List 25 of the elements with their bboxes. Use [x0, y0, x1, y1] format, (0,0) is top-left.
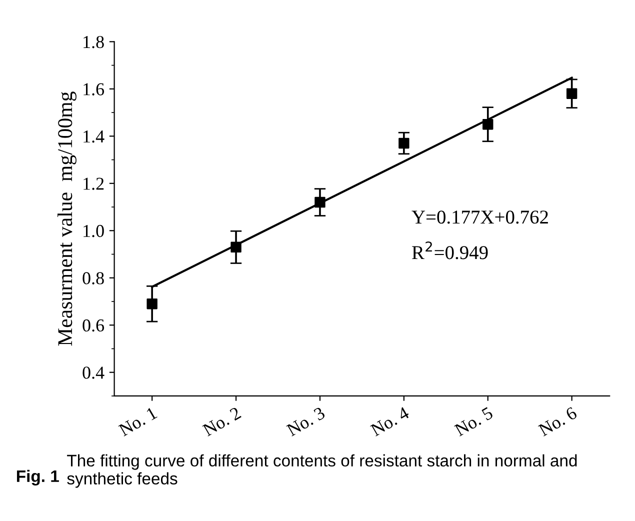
y-tick-label: 1.2	[84, 178, 104, 190]
caption: Fig. 1	[16, 470, 59, 486]
y-tick-label: 1.4	[84, 130, 104, 143]
x-tick-label: No. 2	[202, 406, 242, 437]
point	[566, 88, 578, 99]
x-tick-label: No. 3	[286, 406, 326, 437]
y-tick-label: 1.0	[84, 224, 104, 238]
y-tick-label: 0.4	[82, 366, 104, 379]
y-tick-label: 0.8	[82, 272, 104, 284]
x-tick-label: No. 5	[454, 406, 494, 437]
annotation: Y=0.177X+0.762	[412, 210, 548, 224]
point	[230, 242, 242, 253]
text: The fitting curve of different contents of resistant starch in normal and synthetic feeds	[67, 454, 577, 488]
point	[146, 298, 158, 310]
annotation: R$^{2}$=0.949	[412, 241, 488, 260]
x-tick-label: No. 6	[538, 406, 578, 437]
point	[398, 138, 410, 149]
point	[314, 196, 326, 208]
point	[482, 118, 494, 130]
y-axis-title: Measurment value mg/100mg	[58, 92, 76, 346]
y-tick-label: 0.6	[82, 319, 104, 332]
y-tick-label: 1.8	[84, 36, 104, 48]
x-tick-label: No. 4	[370, 406, 410, 437]
x-tick-label: No. 1	[118, 406, 158, 437]
y-tick-label: 1.6	[84, 83, 104, 96]
